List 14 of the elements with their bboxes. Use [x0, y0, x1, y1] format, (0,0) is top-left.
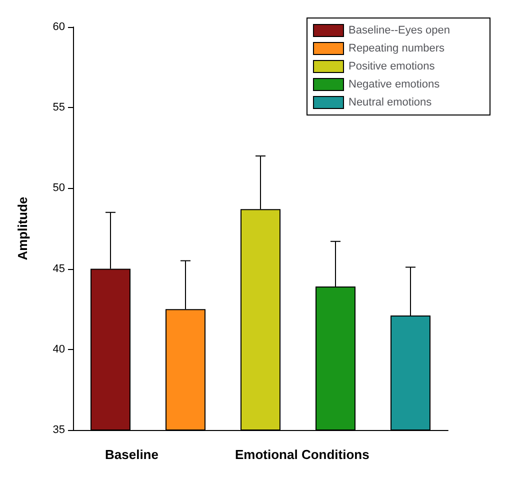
- text: Baseline: [105, 447, 158, 462]
- y-tick-label: 55: [52, 102, 65, 114]
- legend-label: Neutral emotions: [348, 96, 432, 108]
- y-axis-title: Amplitude: [15, 196, 30, 260]
- y-tick-label: 35: [52, 424, 65, 436]
- y-tick-label: 40: [52, 343, 65, 356]
- legend-label: Baseline--Eyes open: [348, 24, 450, 36]
- y-tick-label: 45: [52, 262, 65, 275]
- legend-label: Positive emotions: [348, 60, 436, 72]
- y-tick-label: 50: [52, 182, 65, 194]
- legend-label: Repeating numbers: [348, 42, 445, 54]
- text: Emotional Conditions: [235, 447, 370, 462]
- y-tick-label: 60: [52, 21, 65, 33]
- legend-label: Negative emotions: [348, 78, 440, 90]
